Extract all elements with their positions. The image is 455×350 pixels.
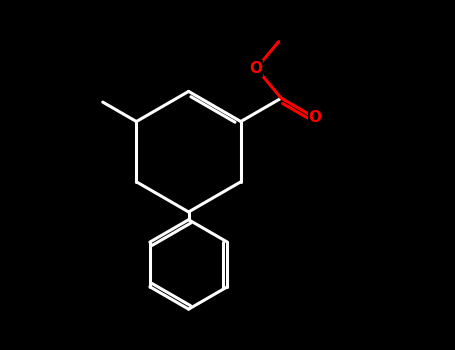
Text: O: O — [308, 110, 321, 125]
Text: O: O — [250, 61, 263, 76]
